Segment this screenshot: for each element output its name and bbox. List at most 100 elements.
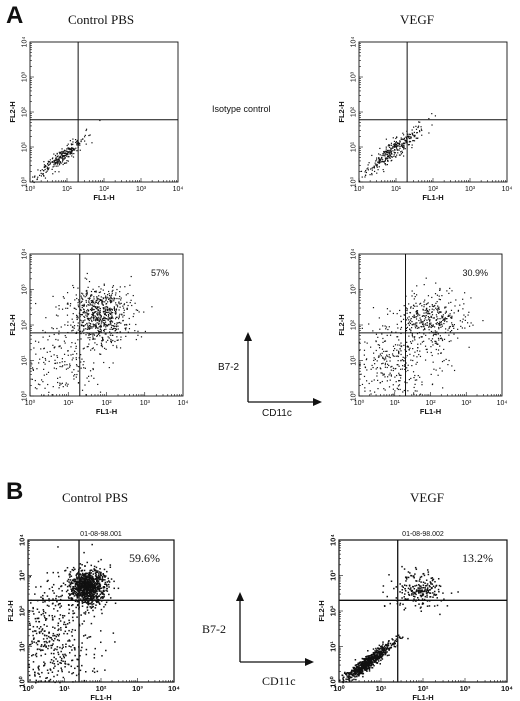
- x-tick-label: 10⁴: [497, 400, 508, 407]
- x-tick-label: 10²: [99, 186, 110, 193]
- panel-b-x-marker-label: CD11c: [262, 674, 296, 688]
- y-tick-label: 10⁴: [329, 534, 338, 546]
- y-tick-label: 10²: [329, 605, 338, 616]
- plot-events: [32, 119, 101, 184]
- quadrant-percent-label: 57%: [151, 268, 169, 278]
- y-tick-label: 10³: [351, 71, 358, 82]
- x-tick-label: 10¹: [390, 400, 401, 407]
- panel-a-right-title: VEGF: [400, 12, 434, 27]
- y-tick-label: 10⁰: [18, 675, 27, 687]
- x-tick-label: 10³: [461, 400, 472, 407]
- y-tick-label: 10⁴: [351, 249, 358, 260]
- x-tick-label: 10²: [101, 400, 112, 407]
- x-tick-label: 10¹: [376, 684, 387, 693]
- y-tick-label: 10²: [351, 106, 358, 117]
- x-axis-title: FL1-H: [420, 407, 441, 416]
- x-axis-title: FL1-H: [93, 193, 114, 202]
- y-tick-label: 10¹: [351, 141, 358, 152]
- x-tick-label: 10⁴: [168, 684, 180, 693]
- panel-b-right-title: VEGF: [410, 490, 444, 505]
- x-tick-label: 10²: [425, 400, 436, 407]
- x-tick-label: 10⁴: [178, 400, 189, 407]
- x-tick-label: 10¹: [59, 684, 70, 693]
- x-tick-label: 10¹: [391, 186, 402, 193]
- plot-events: [339, 565, 459, 684]
- y-axis-title: FL2-H: [8, 314, 17, 335]
- isotype-note: Isotype control: [212, 104, 271, 114]
- x-tick-label: 10⁰: [25, 185, 36, 193]
- y-axis-title: FL2-H: [6, 600, 15, 621]
- plot-ticks: [27, 541, 173, 683]
- plot-events: [359, 277, 484, 397]
- panel-a-letter: A: [6, 2, 24, 29]
- y-axis-title: FL2-H: [317, 600, 326, 621]
- panel-a-y-marker-label: B7-2: [218, 362, 240, 373]
- x-tick-label: 10²: [418, 684, 429, 693]
- y-tick-label: 10¹: [329, 641, 338, 652]
- quadrant-percent-label: 13.2%: [462, 551, 493, 565]
- y-tick-label: 10²: [22, 106, 29, 117]
- panel-b-letter: B: [6, 478, 24, 505]
- plot-events: [28, 543, 120, 684]
- x-tick-label: 10⁴: [501, 684, 513, 693]
- x-tick-label: 10³: [460, 684, 471, 693]
- x-tick-label: 10⁰: [354, 399, 365, 407]
- y-tick-label: 10³: [22, 284, 29, 295]
- y-tick-label: 10³: [22, 71, 29, 82]
- y-tick-label: 10⁴: [18, 534, 27, 546]
- y-tick-label: 10⁰: [350, 177, 358, 188]
- plot-ticks: [29, 43, 177, 183]
- x-tick-label: 10³: [136, 186, 147, 193]
- y-tick-label: 10¹: [18, 641, 27, 652]
- x-tick-label: 10⁰: [25, 399, 36, 407]
- quadrant-percent-label: 30.9%: [462, 268, 488, 278]
- panel-b-axis-key-arrows: [236, 592, 314, 666]
- x-tick-label: 10⁴: [173, 186, 184, 193]
- x-axis-title: FL1-H: [412, 693, 433, 701]
- x-tick-label: 10³: [465, 186, 476, 193]
- x-axis-title: FL1-H: [422, 193, 443, 202]
- plot-ticks: [358, 43, 506, 183]
- y-axis-title: FL2-H: [337, 314, 346, 335]
- y-tick-label: 10⁴: [22, 37, 29, 48]
- x-tick-label: 10²: [96, 684, 107, 693]
- x-tick-label: 10¹: [63, 400, 74, 407]
- plot-ticks: [338, 541, 506, 683]
- y-tick-label: 10²: [18, 605, 27, 616]
- x-tick-label: 10³: [132, 684, 143, 693]
- y-tick-label: 10⁰: [21, 391, 29, 402]
- plot-header-label: 01-08-98.001: [80, 531, 122, 538]
- y-tick-label: 10⁰: [329, 675, 338, 687]
- x-tick-label: 10⁰: [333, 684, 345, 693]
- panel-a-x-marker-label: CD11c: [262, 408, 292, 419]
- x-tick-label: 10²: [428, 186, 439, 193]
- plot-frame: [358, 41, 508, 183]
- y-tick-label: 10⁴: [22, 249, 29, 260]
- y-tick-label: 10⁰: [350, 391, 358, 402]
- y-tick-label: 10¹: [351, 355, 358, 366]
- quadrant-percent-label: 59.6%: [129, 551, 160, 565]
- y-axis-title: FL2-H: [337, 101, 346, 122]
- y-tick-label: 10³: [18, 570, 27, 581]
- panel-a-left-title: Control PBS: [68, 12, 135, 27]
- x-tick-label: 10¹: [62, 186, 73, 193]
- y-tick-label: 10⁴: [351, 37, 358, 48]
- x-tick-label: 10⁴: [502, 186, 513, 193]
- y-tick-label: 10¹: [22, 141, 29, 152]
- y-tick-label: 10⁰: [21, 177, 29, 188]
- y-tick-label: 10²: [22, 319, 29, 330]
- y-tick-label: 10²: [351, 319, 358, 330]
- panel-b-left-title: Control PBS: [62, 490, 129, 505]
- x-tick-label: 10⁰: [22, 684, 34, 693]
- plot-events: [31, 272, 153, 396]
- y-tick-label: 10³: [351, 284, 358, 295]
- plot-header-label: 01-08-98.002: [402, 531, 444, 538]
- plot-events: [359, 113, 437, 182]
- x-axis-title: FL1-H: [90, 693, 111, 701]
- x-tick-label: 10⁰: [354, 185, 365, 193]
